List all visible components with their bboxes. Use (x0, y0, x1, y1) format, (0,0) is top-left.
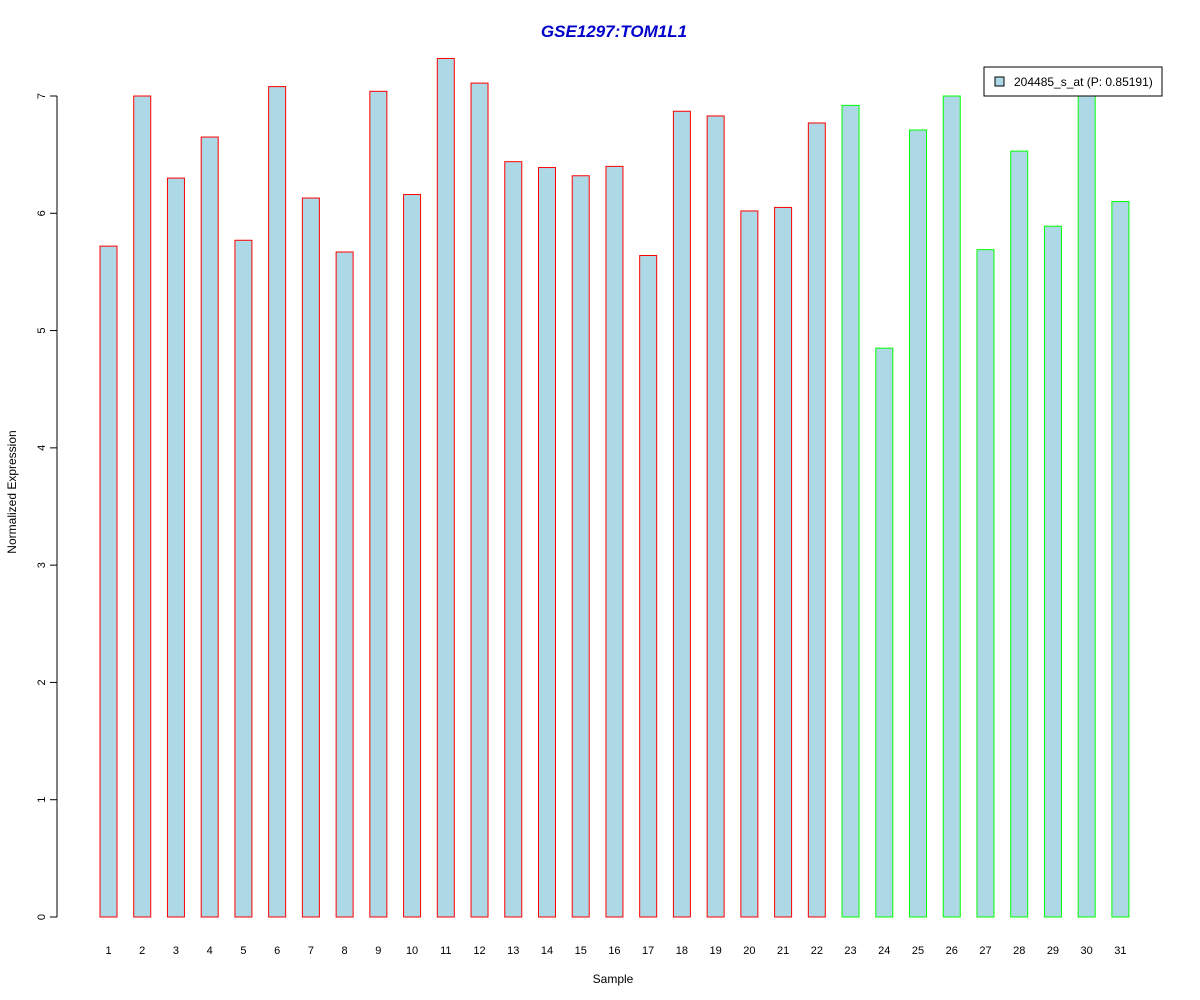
bar-sample-14 (537, 167, 556, 918)
legend-swatch (994, 76, 1005, 87)
x-tick-label: 19 (710, 945, 722, 957)
bar-sample-27 (976, 249, 995, 918)
x-tick-label: 2 (139, 945, 145, 957)
bar-sample-16 (605, 165, 624, 918)
x-tick-label: 14 (541, 945, 553, 957)
legend-label: 204485_s_at (P: 0.85191) (1014, 75, 1153, 89)
y-tick-label: 4 (36, 445, 48, 451)
bar-sample-15 (571, 175, 590, 918)
bar-sample-10 (403, 194, 422, 918)
x-tick-label: 10 (406, 945, 418, 957)
bar-sample-26 (942, 95, 961, 918)
x-tick-label: 12 (473, 945, 485, 957)
bar-sample-1 (99, 245, 118, 918)
bar-sample-3 (166, 177, 185, 918)
x-tick-label: 4 (207, 945, 213, 957)
x-tick-label: 30 (1081, 945, 1093, 957)
x-tick-label: 25 (912, 945, 924, 957)
y-tick-label: 5 (36, 328, 48, 334)
bar-sample-21 (774, 206, 793, 918)
x-tick-label: 29 (1047, 945, 1059, 957)
x-tick-label: 15 (575, 945, 587, 957)
y-tick-label: 6 (36, 210, 48, 216)
bar-sample-17 (639, 255, 658, 918)
x-tick-label: 17 (642, 945, 654, 957)
bar-sample-22 (807, 122, 826, 918)
x-tick-label: 6 (274, 945, 280, 957)
x-tick-label: 9 (375, 945, 381, 957)
x-tick-labels: 1 2 3 4 5 6 7 8 9 10 11 12 13 14 15 16 17 18 19 20 21 22 23 24 2… (105, 945, 1126, 957)
y-tick-label: 3 (36, 562, 48, 568)
x-tick-label: 1 (105, 945, 111, 957)
x-tick-label: 24 (878, 945, 890, 957)
x-tick-label: 22 (811, 945, 823, 957)
bar-sample-11 (436, 57, 455, 918)
legend-box (983, 66, 1163, 97)
x-tick-label: 23 (844, 945, 856, 957)
x-tick-label: 27 (979, 945, 991, 957)
y-tick-label: 0 (36, 914, 48, 920)
bar-sample-31 (1111, 201, 1130, 918)
bar-sample-18 (672, 110, 691, 918)
x-tick-label: 7 (308, 945, 314, 957)
x-tick-label: 8 (342, 945, 348, 957)
chart-title: GSE1297:TOM1L1 (541, 22, 687, 41)
bar-sample-5 (234, 239, 253, 918)
bar-sample-6 (268, 86, 287, 918)
bar-sample-12 (470, 82, 489, 918)
bar-sample-2 (133, 95, 152, 918)
bar-sample-30 (1077, 84, 1096, 918)
x-tick-label: 16 (608, 945, 620, 957)
x-tick-label: 5 (240, 945, 246, 957)
x-tick-label: 31 (1114, 945, 1126, 957)
x-axis-label: Sample (593, 972, 634, 986)
bar-sample-25 (909, 129, 928, 918)
x-tick-label: 13 (507, 945, 519, 957)
bar-sample-23 (841, 104, 860, 918)
x-tick-label: 18 (676, 945, 688, 957)
x-tick-label: 26 (946, 945, 958, 957)
y-axis: 0 1 2 3 4 5 6 7 (36, 93, 58, 920)
bar-sample-20 (740, 210, 759, 918)
x-tick-label: 3 (173, 945, 179, 957)
bar-sample-24 (875, 347, 894, 918)
y-tick-label: 2 (36, 679, 48, 685)
bar-sample-19 (706, 115, 725, 918)
x-tick-label: 20 (743, 945, 755, 957)
x-tick-label: 11 (440, 945, 451, 957)
bar-sample-4 (200, 136, 219, 918)
legend: 204485_s_at (P: 0.85191) (983, 66, 1163, 97)
bar-sample-8 (335, 251, 354, 918)
bar-sample-7 (301, 197, 320, 918)
y-tick-label: 1 (36, 797, 48, 803)
bar-sample-28 (1010, 150, 1029, 918)
x-tick-label: 28 (1013, 945, 1025, 957)
bar-sample-13 (504, 161, 523, 918)
y-axis-label: Normalized Expression (5, 430, 19, 553)
bar-sample-9 (369, 90, 388, 918)
bar-sample-29 (1043, 225, 1062, 918)
y-tick-label: 7 (36, 93, 48, 99)
x-tick-label: 21 (777, 945, 789, 957)
bars (99, 57, 1130, 918)
